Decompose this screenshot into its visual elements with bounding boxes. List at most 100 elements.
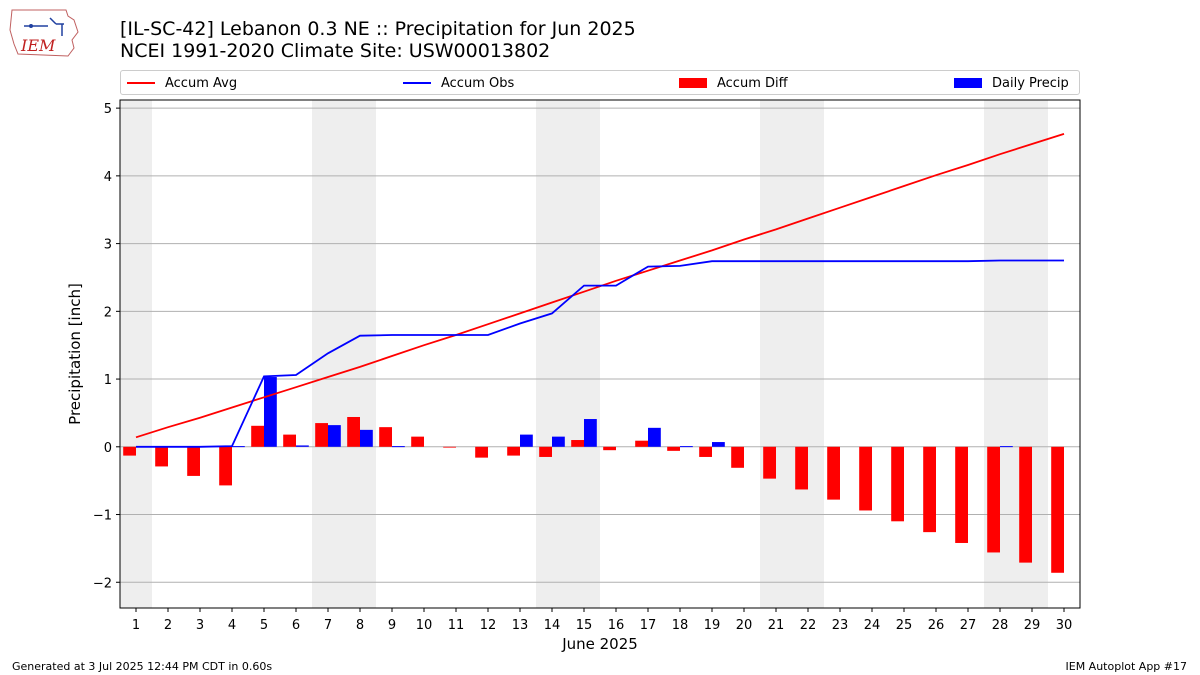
accum-diff-bar	[699, 446, 712, 457]
y-tick-label: 3	[104, 238, 112, 253]
accum-diff-bar	[731, 446, 744, 468]
accum-diff-bar	[219, 446, 232, 486]
y-tick-label: 5	[104, 102, 112, 117]
accum-diff-bar	[379, 427, 392, 447]
legend-accum-diff: Accum Diff	[679, 71, 788, 95]
x-tick-label: 21	[768, 618, 785, 633]
legend-swatch-accum-avg	[127, 82, 155, 84]
x-tick-label: 14	[544, 618, 561, 633]
legend: Accum Avg Accum Obs Accum Diff Daily Pre…	[120, 70, 1080, 95]
logo-text: IEM	[20, 36, 56, 55]
accum-diff-bar	[315, 423, 328, 447]
x-tick-label: 17	[640, 618, 657, 633]
x-tick-label: 24	[864, 618, 881, 633]
accum-diff-bar	[155, 446, 168, 467]
weekend-band	[536, 100, 600, 608]
accum-diff-bar	[539, 446, 552, 457]
accum-diff-bar	[571, 440, 584, 447]
x-tick-label: 25	[896, 618, 913, 633]
x-tick-label: 5	[260, 618, 268, 633]
legend-accum-avg: Accum Avg	[127, 71, 237, 95]
legend-label-accum-obs: Accum Obs	[441, 75, 515, 91]
x-tick-label: 2	[164, 618, 172, 633]
x-tick-label: 30	[1056, 618, 1073, 633]
accum-diff-bar	[635, 440, 648, 447]
daily-precip-bar	[232, 446, 245, 448]
legend-daily-precip: Daily Precip	[954, 71, 1069, 95]
y-axis-label: Precipitation [inch]	[66, 283, 84, 425]
daily-precip-bar	[392, 446, 405, 448]
plot-frame	[119, 99, 1081, 609]
accum-diff-bar	[827, 446, 840, 500]
legend-accum-obs: Accum Obs	[403, 71, 514, 95]
legend-label-accum-diff: Accum Diff	[717, 75, 788, 91]
iem-logo: IEM	[9, 9, 79, 57]
y-tick-label: −2	[93, 576, 112, 591]
chart-title: [IL-SC-42] Lebanon 0.3 NE :: Precipitati…	[120, 18, 636, 40]
x-tick-label: 20	[736, 618, 753, 633]
footer-generated: Generated at 3 Jul 2025 12:44 PM CDT in …	[12, 660, 273, 673]
daily-precip-bar	[680, 446, 693, 448]
accum-diff-bar	[667, 446, 680, 451]
accum-obs-line	[136, 259, 1064, 448]
weekend-band	[120, 100, 152, 608]
accum-diff-bar	[923, 446, 936, 533]
daily-precip-bar	[264, 377, 277, 447]
accum-diff-bar	[283, 434, 296, 447]
accum-diff-bar	[443, 446, 456, 448]
y-tick-label: 4	[104, 170, 112, 185]
accum-diff-bar	[1051, 446, 1064, 573]
accum-diff-bar	[347, 416, 360, 447]
x-tick-label: 22	[800, 618, 817, 633]
accum-diff-bar	[795, 446, 808, 490]
x-tick-label: 8	[356, 618, 364, 633]
accum-diff-bar	[411, 436, 424, 447]
daily-precip-bar	[552, 436, 565, 447]
x-tick-label: 27	[960, 618, 977, 633]
daily-precip-bar	[360, 429, 373, 447]
chart-subtitle: NCEI 1991-2020 Climate Site: USW00013802	[120, 40, 551, 62]
x-tick-label: 26	[928, 618, 945, 633]
legend-swatch-daily-precip	[954, 78, 982, 88]
x-tick-label: 12	[480, 618, 497, 633]
accum-diff-bar	[187, 446, 200, 476]
x-tick-label: 9	[388, 618, 396, 633]
x-tick-label: 7	[324, 618, 332, 633]
accum-diff-bar	[955, 446, 968, 543]
x-tick-label: 23	[832, 618, 849, 633]
legend-label-accum-avg: Accum Avg	[165, 75, 238, 91]
x-tick-label: 4	[228, 618, 236, 633]
y-tick-label: −1	[93, 509, 112, 524]
accum-diff-bar	[1019, 446, 1032, 563]
x-tick-label: 11	[448, 618, 465, 633]
x-tick-label: 18	[672, 618, 689, 633]
y-tick-label: 2	[104, 305, 112, 320]
accum-diff-bar	[603, 446, 616, 451]
x-tick-label: 1	[132, 618, 140, 633]
daily-precip-bar	[648, 427, 661, 447]
accum-diff-bar	[251, 425, 264, 447]
y-tick-label: 0	[104, 441, 112, 456]
accum-diff-bar	[123, 446, 136, 456]
x-tick-label: 19	[704, 618, 721, 633]
daily-precip-bar	[520, 434, 533, 447]
accum-diff-bar	[891, 446, 904, 522]
x-tick-label: 13	[512, 618, 529, 633]
x-axis-label: June 2025	[561, 635, 638, 653]
x-tick-label: 3	[196, 618, 204, 633]
daily-precip-bar	[584, 419, 597, 447]
accum-diff-bar	[859, 446, 872, 511]
legend-label-daily-precip: Daily Precip	[992, 75, 1069, 91]
daily-precip-bar	[296, 445, 309, 447]
x-tick-label: 29	[1024, 618, 1041, 633]
weekend-band	[760, 100, 824, 608]
accum-diff-bar	[507, 446, 520, 456]
daily-precip-bar	[712, 442, 725, 447]
weekend-band	[312, 100, 376, 608]
y-tick-label: 1	[104, 373, 112, 388]
x-tick-label: 6	[292, 618, 300, 633]
daily-precip-bar	[1000, 446, 1013, 448]
x-tick-label: 10	[416, 618, 433, 633]
accum-diff-bar	[987, 446, 1000, 553]
